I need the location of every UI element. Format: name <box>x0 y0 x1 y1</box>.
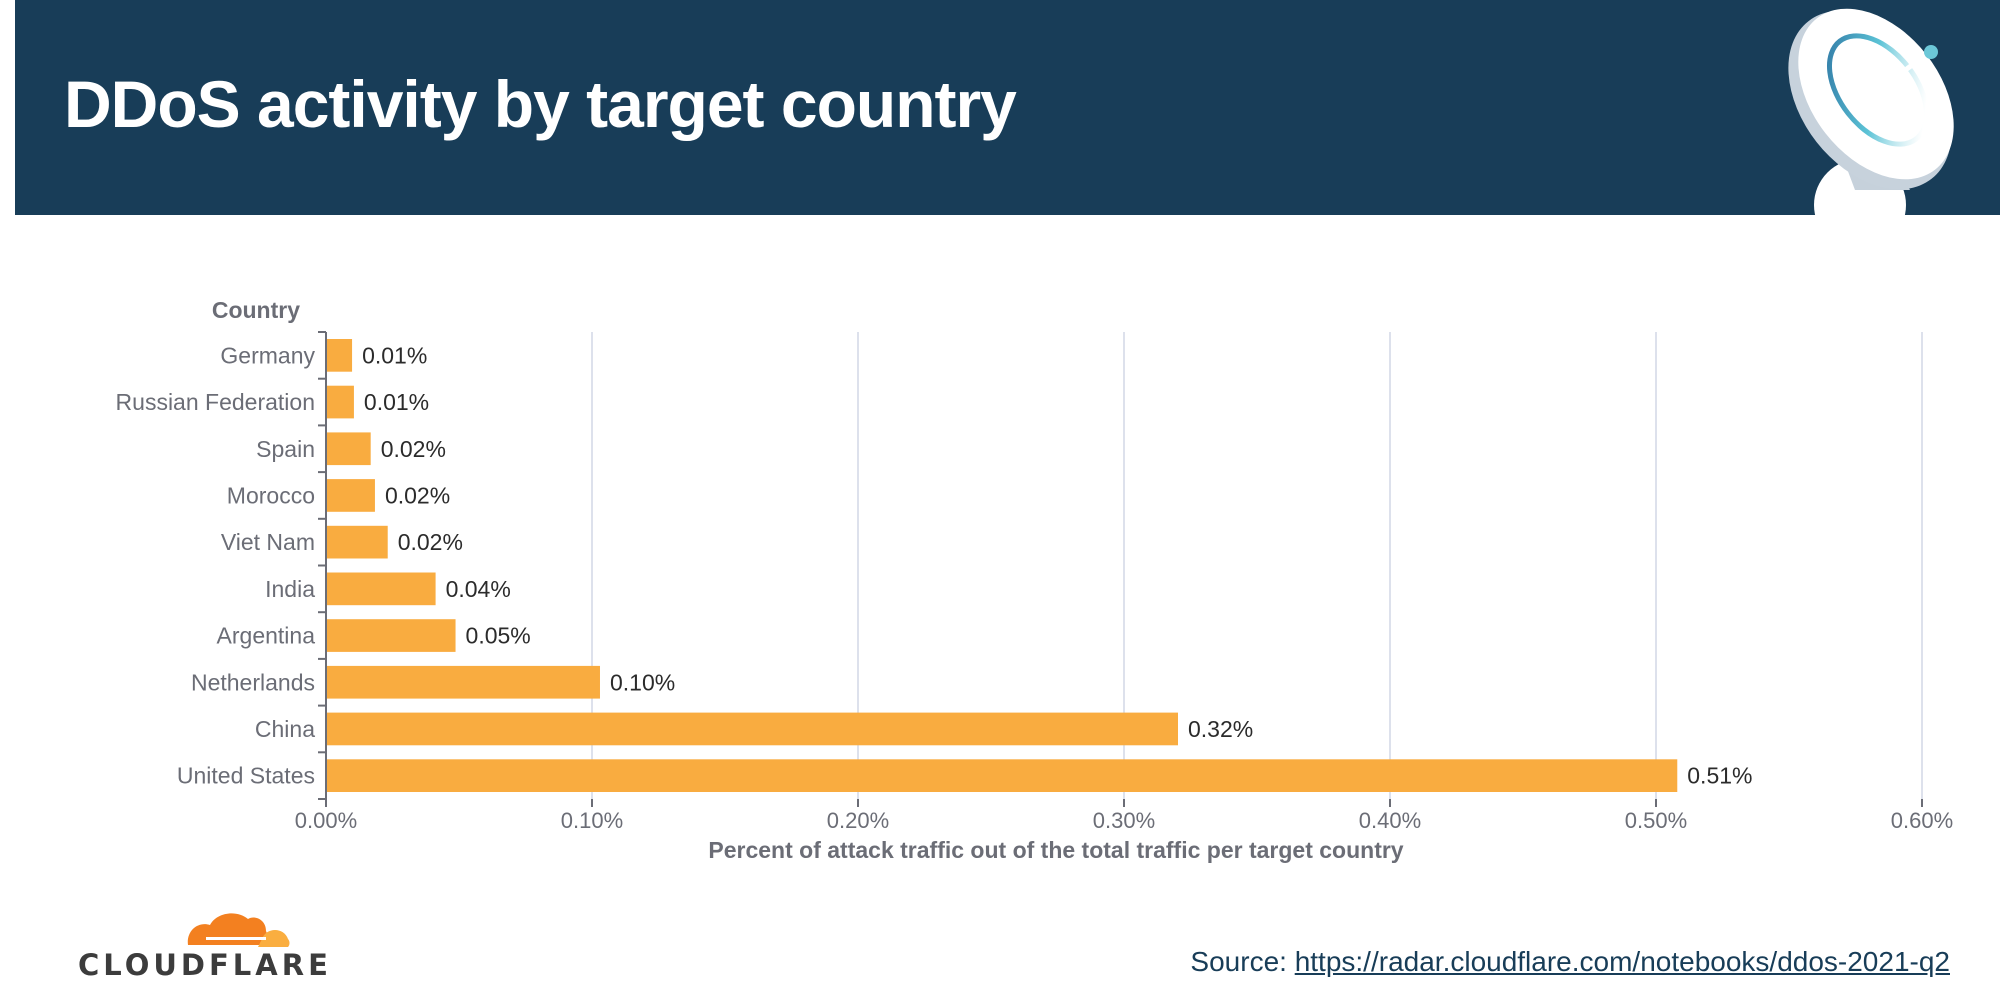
x-tick-label: 0.60% <box>1891 808 1953 833</box>
data-label: 0.05% <box>466 623 531 649</box>
bar <box>327 479 375 512</box>
bar <box>327 665 600 699</box>
source-note: Source: https://radar.cloudflare.com/not… <box>1190 946 1950 978</box>
data-label: 0.51% <box>1687 763 1752 789</box>
y-tick-label: Spain <box>256 436 315 462</box>
bar <box>327 525 388 559</box>
y-tick-label: Netherlands <box>191 669 315 695</box>
source-label: Source: <box>1190 946 1287 977</box>
data-label: 0.04% <box>446 576 511 602</box>
axes: 0.00% 0.10% 0.20% 0.30% 0.40% 0.50% 0.60% Germa… <box>116 331 1953 833</box>
bar <box>327 432 371 466</box>
y-tick-label: India <box>265 576 315 602</box>
y-tick-label: China <box>255 716 315 742</box>
y-tick-label: Morocco <box>227 482 315 508</box>
x-tick-label: 0.30% <box>1093 808 1155 833</box>
x-axis-title: Percent of attack traffic out of the tot… <box>708 837 1403 863</box>
x-tick-label: 0.00% <box>295 808 357 833</box>
page-title: DDoS activity by target country <box>64 67 1017 141</box>
data-label: 0.32% <box>1188 716 1253 742</box>
bar <box>327 572 436 606</box>
bar <box>327 712 1178 746</box>
bar <box>327 385 354 419</box>
data-label: 0.02% <box>381 436 446 462</box>
bars: 0.01% 0.01% 0.02% 0.02% 0.02% 0.04% 0.05% 0.10%… <box>327 339 1752 792</box>
y-tick-label: Argentina <box>217 623 316 649</box>
cloudflare-cloud-logo <box>187 913 290 947</box>
x-tick-label: 0.10% <box>561 808 623 833</box>
y-axis-title: Country <box>212 297 300 323</box>
data-label: 0.10% <box>610 669 675 695</box>
cloudflare-wordmark: CLOUDFLARE <box>78 948 332 982</box>
y-tick-label: Viet Nam <box>221 529 315 555</box>
bar <box>327 339 353 372</box>
data-label: 0.02% <box>385 482 450 508</box>
source-link[interactable]: https://radar.cloudflare.com/notebooks/d… <box>1294 946 1950 977</box>
data-label: 0.02% <box>398 529 463 555</box>
y-tick-label: Germany <box>220 342 315 368</box>
y-tick-label: Russian Federation <box>116 389 315 415</box>
bar-chart: 0.01% 0.01% 0.02% 0.02% 0.02% 0.04% 0.05% 0.10%… <box>116 297 1954 863</box>
y-tick-label: United States <box>177 763 315 789</box>
bar <box>327 759 1678 792</box>
x-tick-label: 0.40% <box>1359 808 1421 833</box>
x-tick-label: 0.50% <box>1625 808 1687 833</box>
data-label: 0.01% <box>362 342 427 368</box>
bar <box>327 619 456 652</box>
satellite-dish-icon <box>1788 8 1954 215</box>
x-tick-label: 0.20% <box>827 808 889 833</box>
header-banner <box>15 0 2000 215</box>
data-label: 0.01% <box>364 389 429 415</box>
